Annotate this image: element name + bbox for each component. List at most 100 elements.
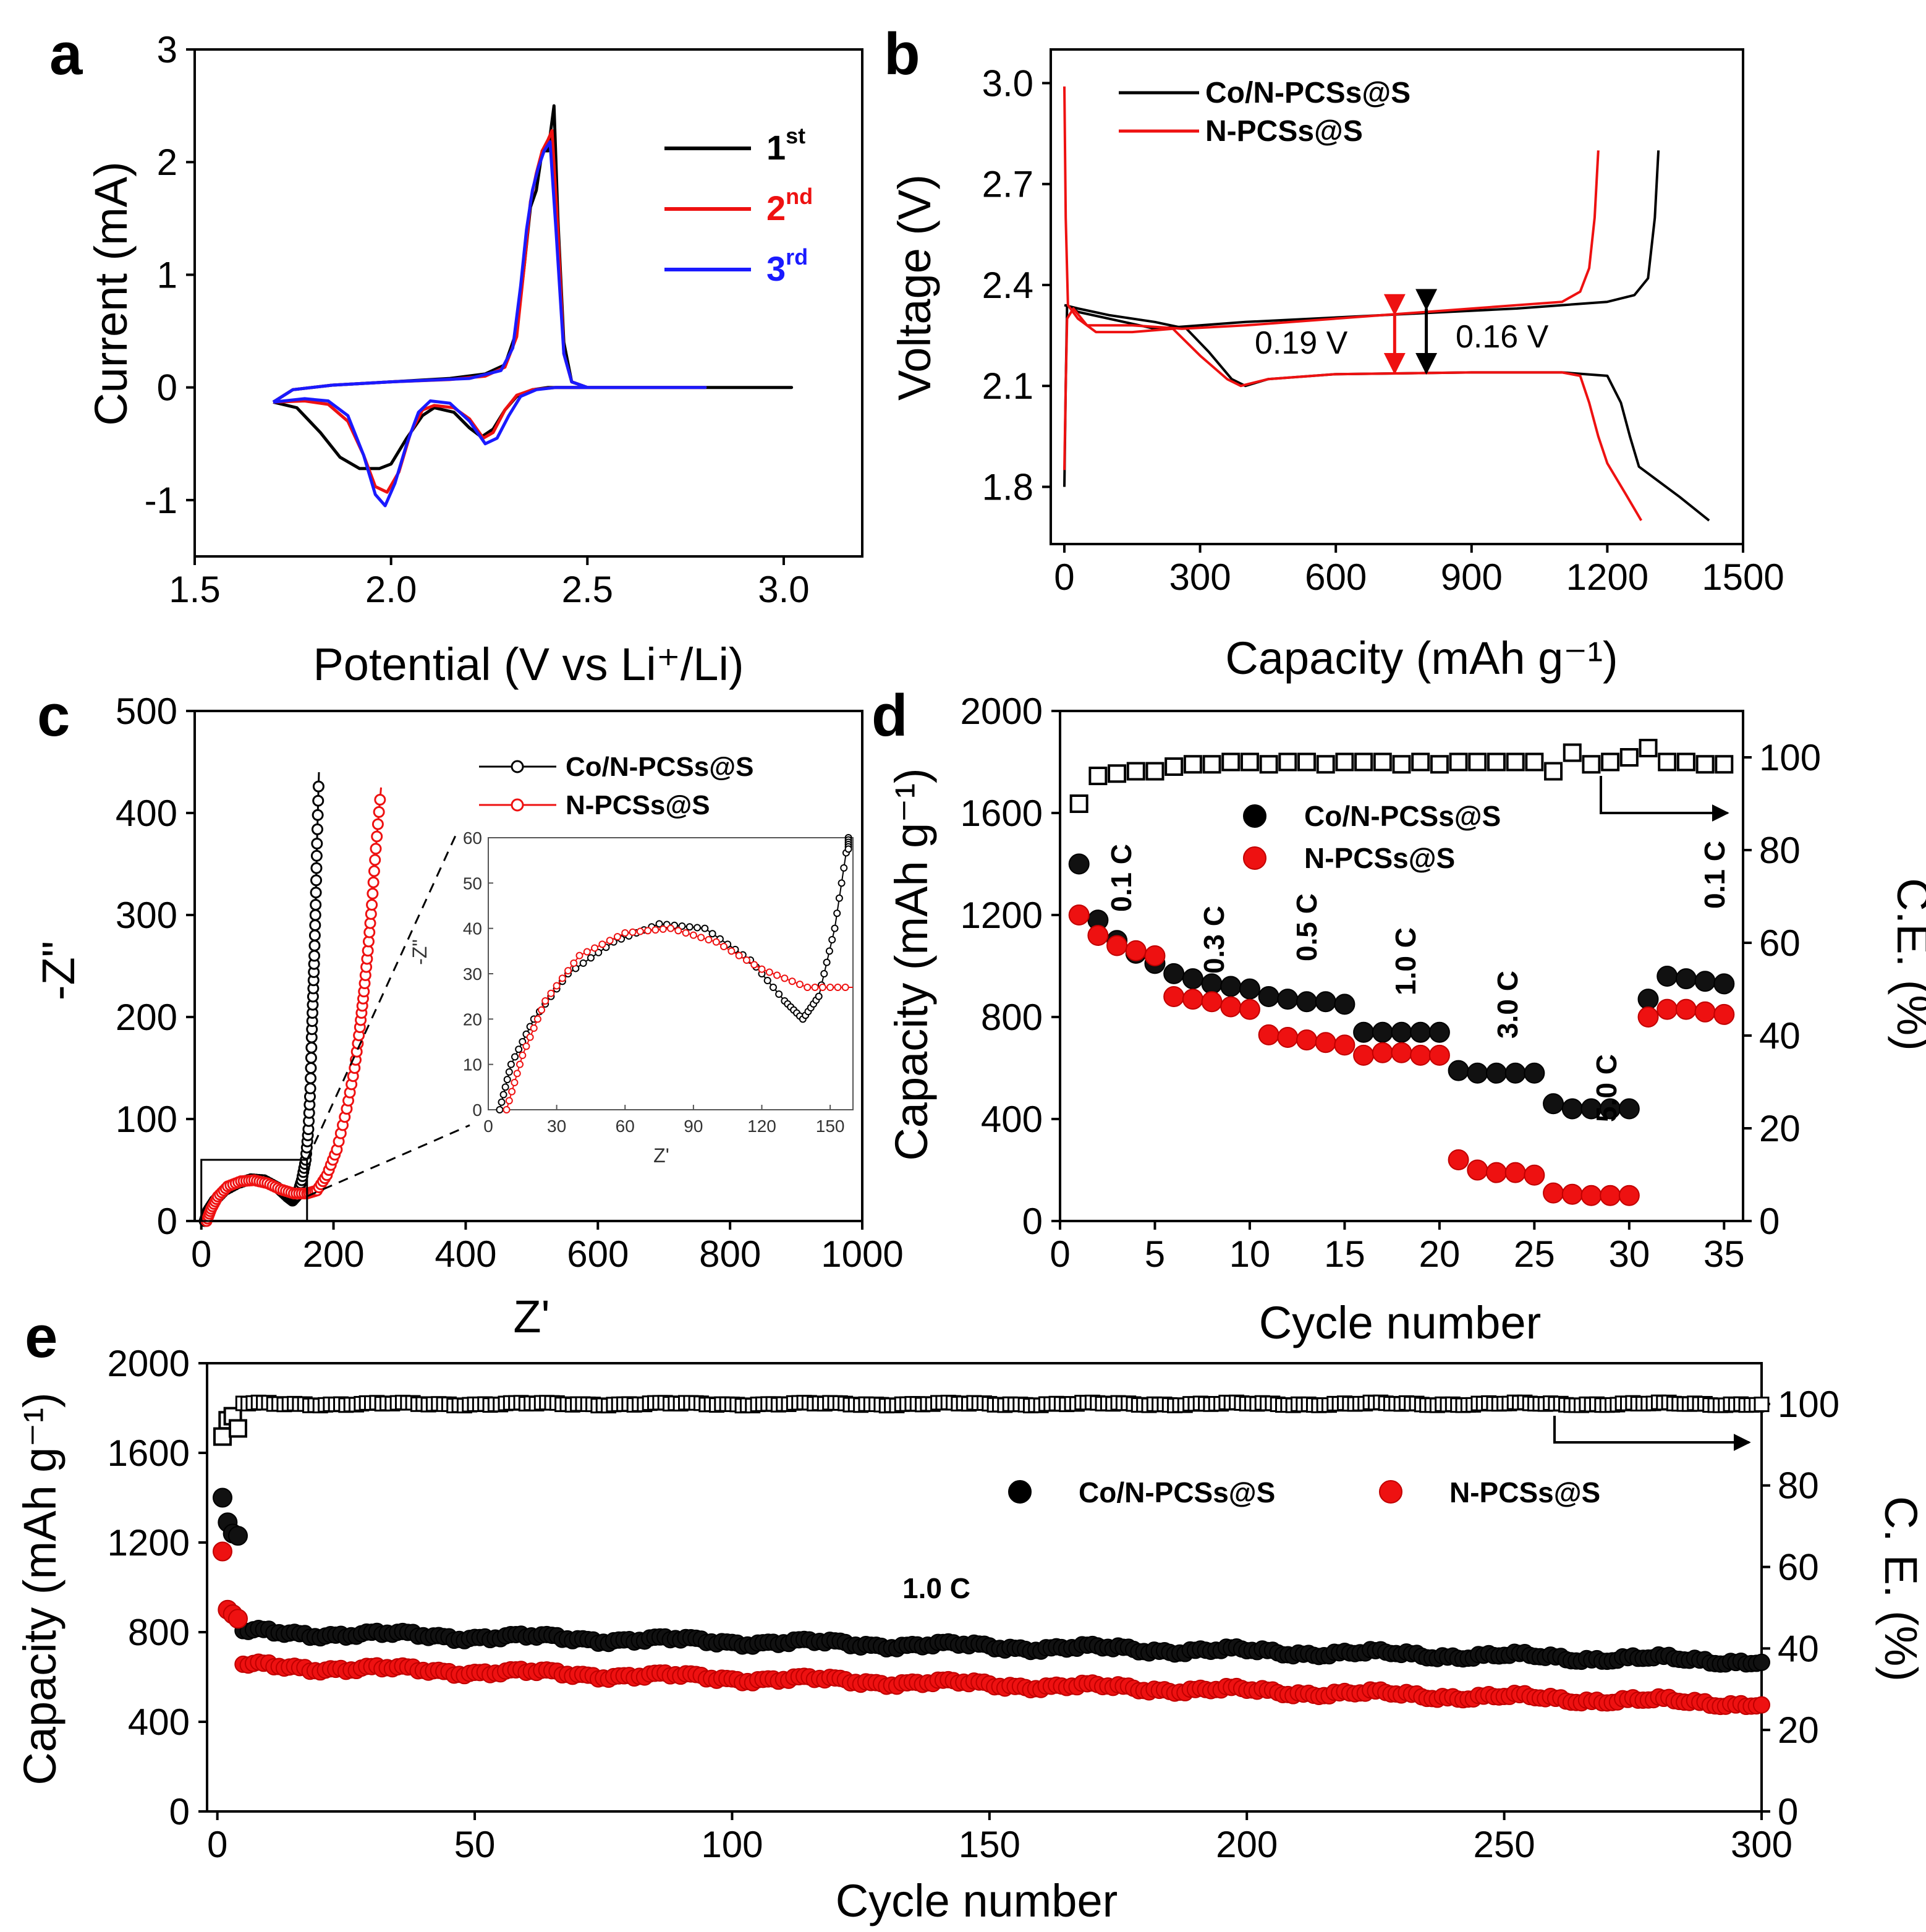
- panel-b-axes: 0 300 600 900 1200 1500 1.8 2.1 2.4 2.7 3.0: [982, 48, 1784, 598]
- panel-d-capacity-point: [1410, 1044, 1432, 1066]
- panel-c-point: [305, 1042, 318, 1053]
- panel-c-point: [370, 843, 382, 855]
- panel-d-ce-point: [1335, 752, 1354, 772]
- panel-a-legend-label: 3rd: [766, 244, 808, 288]
- panel-d-capacity-point: [1524, 1164, 1545, 1186]
- panel-c-legend-marker: [511, 760, 524, 773]
- panel-e-xtick-label: 300: [1731, 1824, 1792, 1865]
- panel-d-capacity-point: [1334, 994, 1355, 1015]
- panel-d-capacity-point: [1163, 986, 1185, 1007]
- panel-d-capacity-point: [1524, 1062, 1545, 1084]
- panel-d-capacity-point: [1694, 1001, 1716, 1023]
- panel-c-point: [367, 876, 380, 888]
- panel-c-inset-xtick-label: 60: [616, 1117, 635, 1136]
- panel-d-capacity-point: [1713, 1003, 1735, 1025]
- panel-a-ytick-label: 1: [157, 254, 177, 296]
- panel-c-xtick-label: 400: [435, 1233, 496, 1275]
- panel-c-inset-point: [781, 974, 789, 982]
- panel-c-inset-point: [636, 927, 644, 935]
- panel-d-ce-point: [1221, 752, 1241, 772]
- panel-b-legend-label: Co/N-PCSs@S: [1205, 77, 1411, 109]
- panel-d-capacity-point: [1239, 978, 1260, 1000]
- panel-e-capacity-point: [1753, 1653, 1770, 1671]
- panel-c-inset-point: [811, 984, 819, 991]
- panel-d-capacity-point: [1087, 925, 1109, 946]
- panel-a-xtick-label: 1.5: [169, 569, 220, 610]
- panel-d-ce-point: [1392, 755, 1411, 774]
- panel-d-ytick-label: 0: [1022, 1201, 1043, 1242]
- panel-d-ce-point: [1449, 752, 1468, 772]
- panel-c-inset-xlabel: Z': [653, 1144, 669, 1167]
- panel-d-ce-point: [1676, 752, 1695, 772]
- panel-c-inset-point: [705, 936, 713, 943]
- panel-d-xtick-label: 15: [1324, 1233, 1365, 1275]
- panel-d-xlabel: Cycle number: [1259, 1297, 1542, 1348]
- panel-c-inset-xtick-label: 0: [483, 1117, 493, 1136]
- panel-c-point: [310, 874, 323, 887]
- panel-e-ce-point: [1754, 1397, 1770, 1413]
- panel-e-ytick-label: 800: [128, 1612, 190, 1653]
- panel-c-inset-point: [499, 1091, 507, 1099]
- panel-d-rate-label: 5.0 C: [1590, 1054, 1623, 1122]
- panel-c-inset-xtick-label: 90: [684, 1117, 703, 1136]
- panel-d-capacity-point: [1163, 963, 1185, 984]
- panel-e-capacity-point: [1753, 1696, 1770, 1714]
- panel-e-xtick-label: 150: [959, 1824, 1020, 1865]
- panel-c-inset-point: [773, 971, 781, 979]
- panel-d-rate-label: 1.0 C: [1389, 927, 1422, 995]
- panel-c-inset-point: [606, 937, 614, 945]
- panel-c-inset-point: [621, 929, 629, 937]
- panel-c-inset-point: [513, 1070, 521, 1078]
- panel-letter-d: d: [872, 683, 908, 749]
- panel-c-point: [310, 887, 322, 899]
- panel-c-inset-point: [507, 1060, 515, 1068]
- panel-c-inset-point: [720, 943, 728, 950]
- panel-d-ce-point: [1259, 755, 1278, 774]
- panel-c-inset-point: [769, 984, 777, 991]
- panel-d-capacity-point: [1201, 991, 1223, 1013]
- panel-c-inset-ytick-label: 40: [463, 919, 482, 938]
- panel-c-inset-point: [505, 1068, 513, 1076]
- panel-d-capacity-point: [1713, 973, 1735, 995]
- panel-c-point: [367, 887, 379, 900]
- panel-d-ce-point: [1069, 794, 1088, 813]
- panel-c-inset-point: [682, 929, 690, 937]
- panel-d-capacity-point: [1315, 991, 1336, 1013]
- panel-a-xtick-label: 2.5: [562, 569, 613, 610]
- panel-d-ce-point: [1088, 767, 1108, 785]
- panel-d-capacity-point: [1618, 1098, 1640, 1120]
- panel-c-point: [310, 899, 322, 911]
- panel-b-xtick-label: 0: [1054, 556, 1074, 598]
- panel-b-xlabel: Capacity (mAh g⁻¹): [1225, 632, 1618, 684]
- panel-c-point: [366, 899, 378, 911]
- panel-d-ce-point: [1411, 752, 1430, 772]
- panel-c-point: [305, 1052, 317, 1064]
- panel-e-capacity-point: [227, 1526, 248, 1546]
- panel-c-ytick-label: 300: [116, 895, 177, 936]
- panel-c-point: [308, 929, 321, 942]
- panel-d-rate-label: 0.3 C: [1198, 906, 1230, 974]
- panel-d-ytick-label: 2000: [961, 691, 1043, 732]
- panel-c-inset-point: [530, 1024, 538, 1032]
- panel-b-ytick-label: 1.8: [982, 466, 1033, 508]
- panel-e-xtick-label: 50: [454, 1824, 496, 1865]
- panel-c-inset-point: [508, 1087, 516, 1096]
- panel-c-ylabel: -Z": [33, 941, 84, 1000]
- panel-a-ylabel: Current (mA): [85, 161, 137, 426]
- panel-c-inset-point: [831, 924, 839, 932]
- panel-c-inset-point: [505, 1097, 513, 1105]
- panel-c-point: [309, 919, 321, 931]
- panel-c-inset-point: [496, 1106, 504, 1113]
- panel-d-ce-point: [1525, 752, 1544, 772]
- panel-c-inset-point: [697, 934, 705, 942]
- panel-c-inset-point: [834, 984, 842, 991]
- panel-d-capacity-point: [1428, 1044, 1450, 1066]
- panel-c-inset-point: [835, 894, 843, 902]
- panel-b-xtick-label: 600: [1305, 556, 1367, 598]
- panel-d-ce-point: [1468, 752, 1487, 772]
- panel-letter-a: a: [49, 21, 83, 87]
- panel-d-ce-point: [1639, 739, 1658, 757]
- panel-e-legend-marker: [1008, 1480, 1032, 1504]
- panel-c-zoom-box: [200, 1159, 308, 1222]
